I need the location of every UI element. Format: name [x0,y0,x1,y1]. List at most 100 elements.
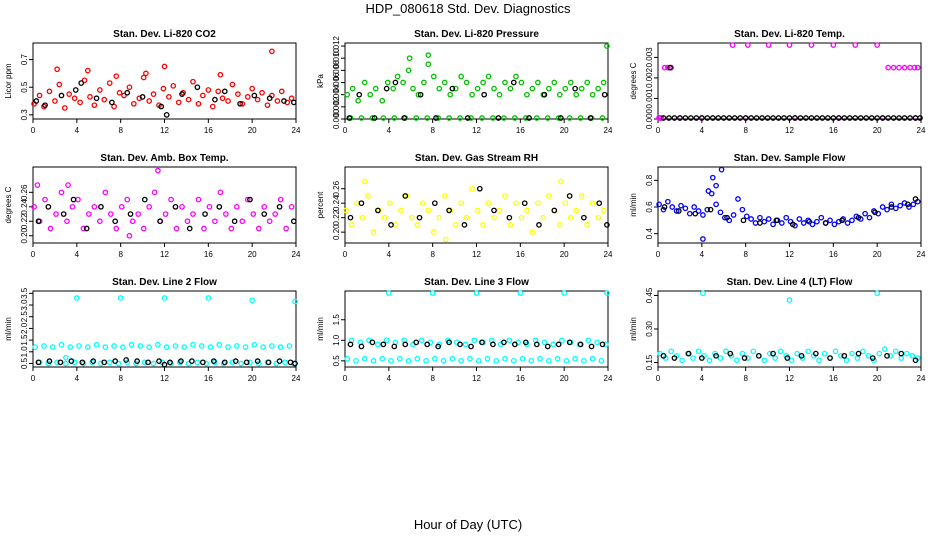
data-point [572,85,578,92]
data-point [249,85,256,92]
x-tick-label: 0 [343,250,348,259]
data-point [436,85,443,92]
data-point [551,207,558,214]
data-point [688,115,694,121]
data-point [243,359,250,366]
x-tick-label: 20 [248,250,257,259]
y-tick-label: 0.15 [645,354,654,370]
data-point [76,343,82,349]
y-tick-label: 0.26 [332,180,341,196]
x-tick-label: 8 [743,374,748,383]
data-point [691,204,698,210]
data-point [892,205,899,212]
data-point [235,91,241,97]
data-point [898,350,905,357]
data-point [506,214,513,221]
data-point [232,358,239,365]
data-point [418,337,425,344]
x-tick-label: 8 [430,374,435,383]
data-point [757,214,763,221]
data-point [541,91,548,98]
panel-1: Stan. Dev. Li-820 CO2 0 4 8 12 16 20 24 0.3 0.5 0.… [4,29,301,135]
data-point [457,341,463,348]
data-point [884,206,890,213]
x-tick-label: 24 [917,126,926,135]
data-point [358,200,365,207]
data-point [244,94,251,100]
data-point [852,42,859,48]
data-point [781,115,787,121]
data-point [469,185,475,192]
data-point [517,290,524,296]
series-2 [347,339,606,350]
data-point [361,178,368,185]
data-point [375,341,381,348]
x-tick-label: 12 [472,374,481,383]
data-point [117,295,124,301]
data-point [184,218,191,225]
data-point [463,214,470,221]
data-point [58,341,65,348]
data-point [559,337,565,344]
y-tick-label: 0.24 [20,198,29,214]
y-tick-label: 0.20 [20,227,29,243]
data-point [96,87,103,93]
data-point [784,355,791,361]
data-point [783,214,790,221]
panel-5: Stan. Dev. Gas Stream RH0 4 8 12 16 20 240.200… [316,153,613,259]
data-point [485,200,492,207]
data-point [387,200,393,207]
data-point [205,295,212,301]
y-axis-label: degrees C [4,186,13,223]
data-point [737,115,744,121]
data-point [42,196,48,203]
data-point [588,343,595,350]
data-point [250,211,257,217]
data-point [693,115,700,121]
y-tick-label: 0.4 [645,228,654,240]
data-point [479,339,485,346]
data-point [755,352,762,359]
data-point [660,115,667,121]
data-point [98,203,104,210]
x-axis-title: Hour of Day (UTC) [413,517,523,532]
data-point [276,203,283,210]
data-point [601,91,608,98]
data-point [146,98,153,104]
data-point [522,115,529,121]
data-point [175,99,182,106]
series-2 [661,196,919,228]
data-point [118,203,125,210]
data-point [41,343,47,349]
x-tick-label: 16 [829,126,838,135]
data-point [155,341,161,348]
data-point [223,211,229,217]
data-point [56,81,63,88]
y-tick-label: 2.5 [20,311,29,323]
data-point [353,357,359,364]
data-point [242,344,249,350]
y-tick-label: 0.7 [20,53,29,65]
data-point [830,42,837,48]
data-point [660,206,667,213]
data-point [87,94,93,100]
data-point [408,214,415,221]
data-point [524,91,530,98]
data-point [765,216,772,222]
data-point [102,189,109,196]
series-1 [656,166,921,242]
data-point [228,225,235,232]
data-point [808,115,815,121]
data-point [739,350,746,357]
data-point [112,358,119,365]
y-tick-label: 0.20 [332,224,341,240]
x-tick-label: 4 [700,374,705,383]
data-point [567,79,574,86]
data-point [786,42,793,48]
data-point [135,211,142,217]
x-tick-label: 4 [75,250,80,259]
data-point [805,348,811,355]
data-point [49,344,56,350]
data-point [173,225,180,232]
data-point [446,207,452,214]
